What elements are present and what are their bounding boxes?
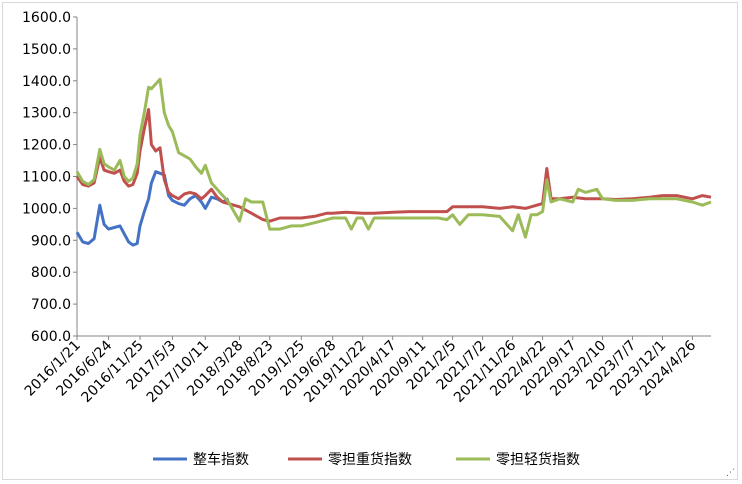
legend-label-0: 整车指数 [193, 451, 249, 468]
x-axis-ticks: 2016/1/212016/6/242016/11/252017/5/32017… [22, 336, 699, 406]
y-tick-label: 700.0 [31, 297, 71, 313]
series-line-2 [75, 77, 712, 239]
y-tick-label: 1300.0 [22, 106, 71, 122]
series-line-0 [75, 170, 230, 247]
y-tick-label: 1200.0 [22, 138, 71, 154]
axes [76, 17, 711, 337]
resize-handle-icon: ⋰ [726, 468, 735, 478]
legend-label-1: 零担重货指数 [328, 451, 412, 468]
series-line-1 [75, 108, 712, 223]
y-tick-label: 1400.0 [22, 74, 71, 90]
plot-area [75, 77, 712, 247]
y-tick-label: 1000.0 [22, 201, 71, 217]
y-axis-ticks: 600.0 700.0 800.0 900.0 1000.0 1100.0 1200.0 13… [22, 10, 77, 345]
legend-label-2: 零担轻货指数 [496, 451, 580, 468]
y-tick-label: 600.0 [31, 329, 71, 345]
line-chart: 600.0 700.0 800.0 900.0 1000.0 1100.0 1200.0 13… [22, 10, 712, 468]
y-tick-label: 800.0 [31, 265, 71, 281]
y-tick-label: 1600.0 [22, 10, 71, 26]
legend: 整车指数 零担重货指数 零担轻货指数 [153, 451, 580, 468]
y-tick-label: 900.0 [31, 233, 71, 249]
y-tick-label: 1500.0 [22, 42, 71, 58]
y-tick-label: 1100.0 [22, 170, 71, 186]
chart-frame: 600.0 700.0 800.0 900.0 1000.0 1100.0 1200.0 13… [2, 2, 738, 480]
